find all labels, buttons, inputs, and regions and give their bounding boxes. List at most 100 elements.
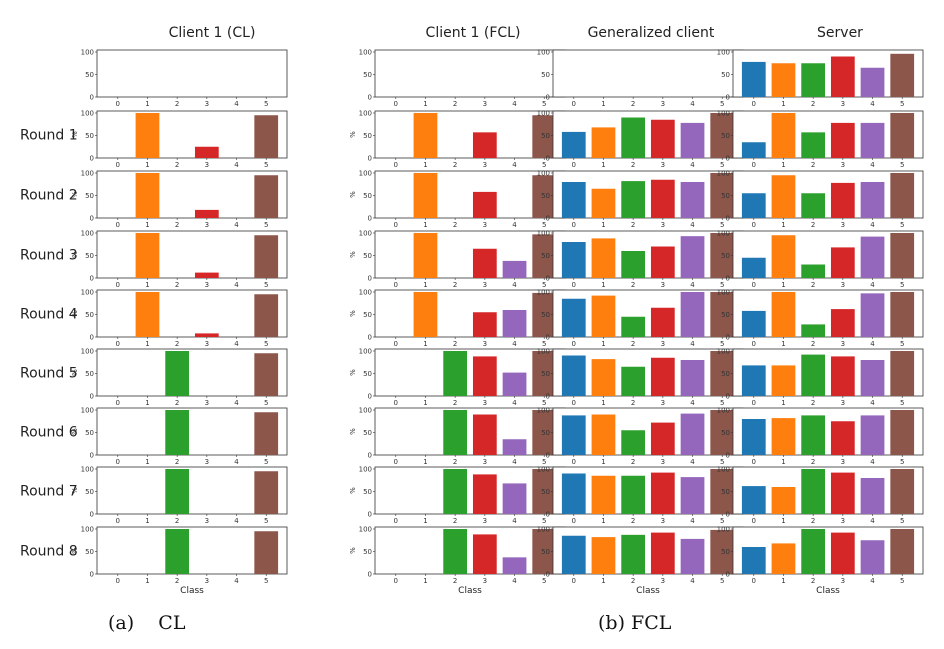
bar bbox=[830, 472, 855, 514]
bar bbox=[710, 113, 735, 158]
bar bbox=[443, 469, 468, 514]
y-tick-label: 0 bbox=[368, 155, 372, 163]
x-tick-label: 4 bbox=[870, 100, 875, 108]
bar bbox=[254, 353, 279, 396]
bar bbox=[890, 469, 915, 514]
x-tick-label: 3 bbox=[661, 458, 665, 466]
bar bbox=[413, 233, 438, 278]
bar bbox=[801, 469, 826, 514]
bar bbox=[680, 413, 705, 455]
bar bbox=[621, 117, 646, 158]
x-tick-label: 0 bbox=[752, 399, 756, 407]
bar bbox=[621, 475, 646, 514]
x-tick-label: 1 bbox=[601, 100, 605, 108]
y-tick-label: 100 bbox=[81, 289, 94, 297]
x-tick-label: 2 bbox=[175, 161, 179, 169]
bar bbox=[680, 538, 705, 574]
bar bbox=[135, 173, 160, 218]
bar bbox=[532, 292, 557, 337]
x-tick-label: 5 bbox=[264, 458, 268, 466]
y-axis-label: % bbox=[349, 251, 357, 258]
row-label: Round 4 bbox=[20, 307, 78, 323]
y-axis-label: % bbox=[349, 310, 357, 317]
y-tick-label: 0 bbox=[546, 511, 550, 519]
column-title: Server bbox=[817, 25, 863, 41]
x-tick-label: 1 bbox=[145, 517, 149, 525]
bar bbox=[591, 238, 616, 278]
x-tick-label: 4 bbox=[512, 281, 517, 289]
y-tick-label: 0 bbox=[90, 393, 94, 401]
y-tick-label: 0 bbox=[726, 155, 730, 163]
x-tick-label: 0 bbox=[116, 399, 120, 407]
y-axis-label: % bbox=[71, 131, 79, 138]
bar bbox=[591, 359, 616, 396]
bar bbox=[472, 474, 497, 514]
y-tick-label: 0 bbox=[726, 393, 730, 401]
x-tick-label: 5 bbox=[720, 340, 724, 348]
bar bbox=[801, 529, 826, 574]
y-tick-label: 0 bbox=[90, 511, 94, 519]
x-tick-label: 1 bbox=[601, 161, 605, 169]
x-tick-label: 4 bbox=[690, 221, 695, 229]
y-axis-label: % bbox=[71, 251, 79, 258]
bar bbox=[890, 410, 915, 455]
y-tick-label: 50 bbox=[721, 311, 730, 319]
x-tick-label: 0 bbox=[116, 161, 120, 169]
y-tick-label: 0 bbox=[90, 571, 94, 579]
y-tick-label: 0 bbox=[546, 155, 550, 163]
bar bbox=[591, 475, 616, 514]
x-tick-label: 0 bbox=[394, 100, 398, 108]
x-tick-label: 3 bbox=[205, 577, 209, 585]
bar bbox=[830, 182, 855, 218]
x-tick-label: 3 bbox=[661, 100, 665, 108]
y-tick-label: 50 bbox=[721, 429, 730, 437]
column-title: Generalized client bbox=[588, 25, 715, 41]
y-tick-label: 100 bbox=[359, 466, 372, 474]
x-tick-label: 1 bbox=[145, 161, 149, 169]
y-tick-label: 50 bbox=[541, 132, 550, 140]
x-tick-label: 5 bbox=[900, 399, 904, 407]
x-tick-label: 2 bbox=[175, 281, 179, 289]
x-tick-label: 4 bbox=[690, 458, 695, 466]
y-tick-label: 100 bbox=[537, 110, 550, 118]
x-tick-label: 3 bbox=[661, 517, 665, 525]
x-tick-label: 1 bbox=[145, 281, 149, 289]
x-tick-label: 4 bbox=[234, 399, 239, 407]
bar bbox=[741, 142, 766, 158]
y-axis-label: % bbox=[349, 487, 357, 494]
x-tick-label: 5 bbox=[720, 100, 724, 108]
y-tick-label: 100 bbox=[81, 110, 94, 118]
x-tick-label: 3 bbox=[841, 577, 845, 585]
x-tick-label: 2 bbox=[631, 399, 635, 407]
bar bbox=[472, 248, 497, 278]
y-tick-label: 0 bbox=[90, 155, 94, 163]
x-tick-label: 5 bbox=[720, 161, 724, 169]
x-tick-label: 4 bbox=[690, 161, 695, 169]
y-tick-label: 0 bbox=[546, 215, 550, 223]
x-tick-label: 2 bbox=[811, 340, 815, 348]
x-tick-label: 4 bbox=[234, 100, 239, 108]
x-axis-label: Class bbox=[180, 586, 204, 596]
y-tick-label: 0 bbox=[368, 393, 372, 401]
x-tick-label: 1 bbox=[145, 577, 149, 585]
x-tick-label: 5 bbox=[264, 340, 268, 348]
y-tick-label: 50 bbox=[721, 488, 730, 496]
x-tick-label: 4 bbox=[870, 221, 875, 229]
bar bbox=[135, 292, 160, 337]
bar bbox=[443, 410, 468, 455]
x-tick-label: 1 bbox=[423, 161, 427, 169]
bar bbox=[771, 365, 796, 396]
x-tick-label: 2 bbox=[811, 221, 815, 229]
x-tick-label: 4 bbox=[234, 458, 239, 466]
y-axis-label: % bbox=[349, 547, 357, 554]
x-tick-label: 3 bbox=[483, 340, 487, 348]
bar bbox=[135, 233, 160, 278]
y-tick-label: 50 bbox=[363, 488, 372, 496]
bar bbox=[591, 295, 616, 337]
x-tick-label: 0 bbox=[752, 517, 756, 525]
